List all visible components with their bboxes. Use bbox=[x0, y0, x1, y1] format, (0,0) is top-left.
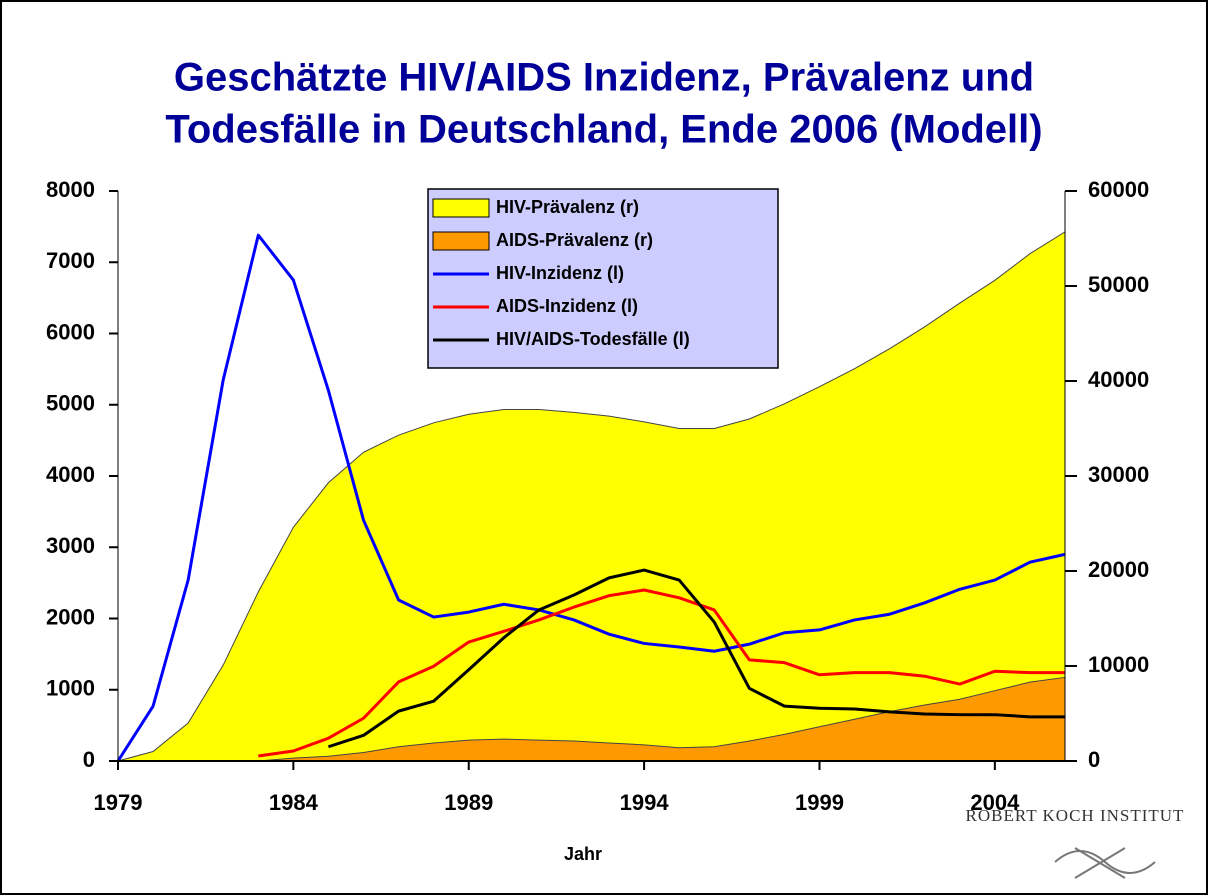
legend-label: HIV-Inzidenz (l) bbox=[496, 263, 624, 283]
legend-label: HIV/AIDS-Todesfälle (l) bbox=[496, 329, 690, 349]
y-tick-label: 3000 bbox=[46, 533, 95, 558]
y2-tick-label: 50000 bbox=[1088, 272, 1149, 297]
y-tick-label: 5000 bbox=[46, 391, 95, 416]
line bbox=[116, 233, 1066, 762]
legend bbox=[427, 188, 779, 369]
y2-tick-label: 10000 bbox=[1088, 652, 1149, 677]
area bbox=[118, 676, 1066, 762]
y2-tick-label: 0 bbox=[1088, 747, 1100, 772]
y2-tick-label: 40000 bbox=[1088, 367, 1149, 392]
y-tick-label: 2000 bbox=[46, 604, 95, 629]
x-tick-label: 1999 bbox=[795, 790, 844, 815]
x-tick-label: 1989 bbox=[444, 790, 493, 815]
line bbox=[327, 568, 1065, 749]
legend-label: AIDS-Inzidenz (l) bbox=[496, 296, 638, 316]
logo: ROBERT KOCH INSTITUT bbox=[966, 806, 1185, 825]
y2-tick-label: 60000 bbox=[1088, 177, 1149, 202]
chart-title: Todesfälle in Deutschland, Ende 2006 (Mo… bbox=[165, 108, 1042, 152]
x-tick-label: 2004 bbox=[970, 790, 1020, 815]
line bbox=[258, 588, 1065, 758]
logo-mark bbox=[1054, 847, 1156, 879]
x-axis-label: Jahr bbox=[564, 844, 602, 864]
y-tick-label: 8000 bbox=[46, 177, 95, 202]
y2-tick-label: 20000 bbox=[1088, 557, 1149, 582]
y-tick-label: 1000 bbox=[46, 676, 95, 701]
y-tick-label: 6000 bbox=[46, 319, 95, 344]
x-tick-label: 1984 bbox=[269, 790, 319, 815]
legend-swatch bbox=[432, 198, 490, 218]
y-tick-label: 7000 bbox=[46, 248, 95, 273]
x-tick-label: 1979 bbox=[94, 790, 143, 815]
legend-label: HIV-Prävalenz (r) bbox=[496, 197, 639, 217]
y-tick-label: 4000 bbox=[46, 462, 95, 487]
x-tick-label: 1994 bbox=[620, 790, 670, 815]
legend-label: AIDS-Prävalenz (r) bbox=[496, 230, 653, 250]
y-tick-label: 0 bbox=[83, 747, 95, 772]
chart-title: Geschätzte HIV/AIDS Inzidenz, Prävalenz … bbox=[174, 56, 1034, 100]
legend-swatch bbox=[432, 231, 490, 251]
y2-tick-label: 30000 bbox=[1088, 462, 1149, 487]
